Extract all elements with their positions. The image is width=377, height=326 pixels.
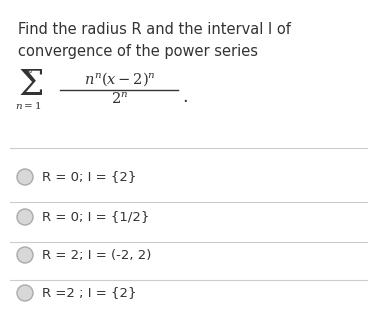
Text: Find the radius R and the interval I of: Find the radius R and the interval I of <box>18 22 291 37</box>
Circle shape <box>17 247 33 263</box>
Text: R = 2; I = (-2, 2): R = 2; I = (-2, 2) <box>42 248 152 261</box>
Text: $\Sigma$: $\Sigma$ <box>18 68 43 102</box>
Text: .: . <box>182 88 188 106</box>
Text: $2^n$: $2^n$ <box>111 92 129 107</box>
Text: $n=1$: $n=1$ <box>15 100 41 111</box>
Text: R = 0; I = {2}: R = 0; I = {2} <box>42 170 136 184</box>
Text: R = 0; I = {1/2}: R = 0; I = {1/2} <box>42 211 149 224</box>
Circle shape <box>17 285 33 301</box>
Circle shape <box>17 169 33 185</box>
Text: R =2 ; I = {2}: R =2 ; I = {2} <box>42 287 136 300</box>
Text: $n^n(x-2)^n$: $n^n(x-2)^n$ <box>84 70 156 88</box>
Text: $\infty$: $\infty$ <box>23 65 33 75</box>
Text: convergence of the power series: convergence of the power series <box>18 44 258 59</box>
Circle shape <box>17 209 33 225</box>
